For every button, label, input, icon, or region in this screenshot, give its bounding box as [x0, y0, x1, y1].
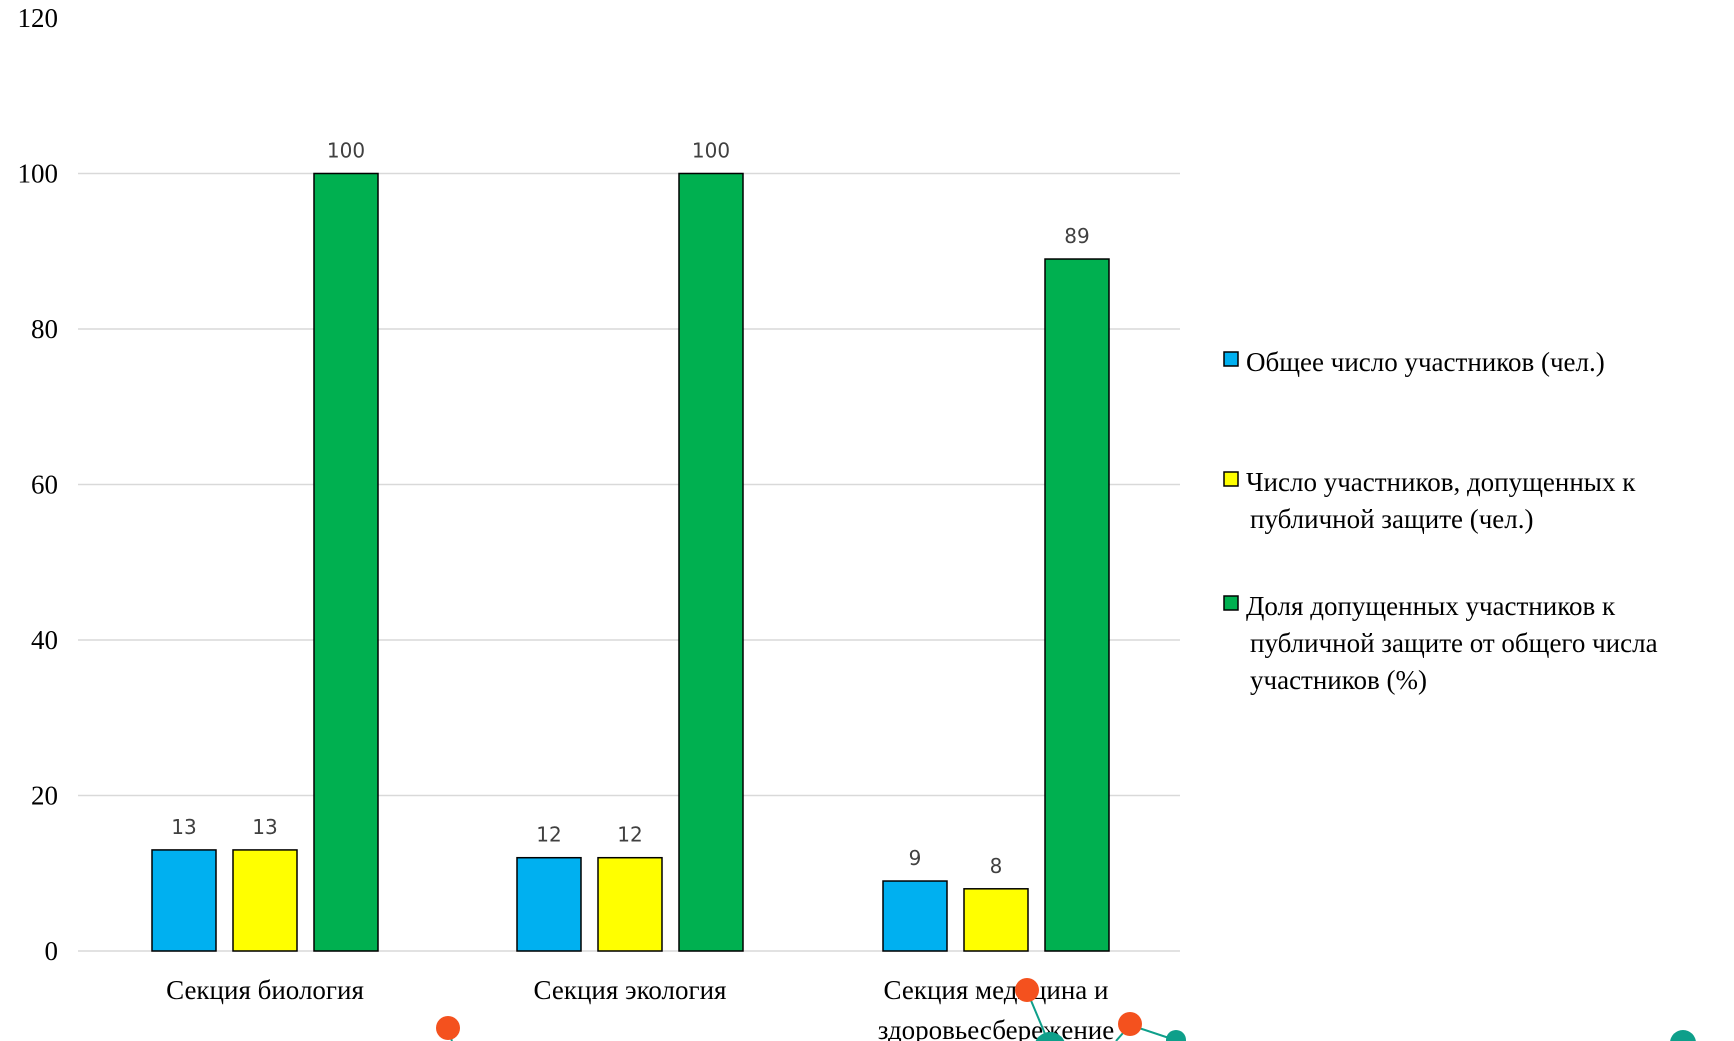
legend-swatch-1: [1223, 351, 1239, 367]
y-tick-label: 60: [31, 470, 58, 500]
data-label: 12: [536, 823, 561, 847]
teal-dot: [1670, 1030, 1696, 1041]
legend-label: Общее число участников (чел.): [1246, 347, 1605, 377]
y-tick-label: 0: [45, 936, 59, 966]
red-dot: [1015, 978, 1039, 1002]
bar-series2-cat1: [232, 849, 298, 952]
y-tick-label: 120: [18, 3, 59, 33]
legend: Общее число участников (чел.) Число участ…: [1223, 347, 1658, 695]
legend-swatch-3: [1223, 595, 1239, 611]
y-axis-ticks: 0 20 40 60 80 100 120: [18, 3, 59, 966]
bar-series3-cat3: [1044, 258, 1110, 952]
legend-swatch-2: [1223, 471, 1239, 487]
category-label: здоровьесбережение: [878, 1015, 1114, 1041]
bar-series2-cat2: [597, 856, 663, 952]
decorations: [436, 978, 1696, 1041]
legend-label: Доля допущенных участников к: [1246, 591, 1616, 621]
bar-series2-cat3: [963, 888, 1029, 952]
y-tick-label: 40: [31, 625, 58, 655]
x-axis-categories: Секция биология Секция экология Секция мед…: [166, 975, 1114, 1041]
y-tick-label: 100: [18, 159, 59, 189]
data-label: 13: [252, 815, 277, 839]
bar-series3-cat2: [678, 172, 744, 952]
bar-series1-cat3: [882, 880, 948, 952]
teal-dot: [1166, 1030, 1186, 1041]
legend-label: публичной защите (чел.): [1250, 504, 1534, 534]
y-tick-label: 20: [31, 781, 58, 811]
bars: [151, 172, 1110, 952]
bar-series1-cat1: [151, 849, 217, 952]
bar-series1-cat2: [516, 856, 582, 952]
data-label: 12: [617, 823, 642, 847]
data-label: 100: [692, 139, 730, 163]
y-tick-label: 80: [31, 314, 58, 344]
data-labels: 13 13 100 12 12 100 9 8 89: [171, 139, 1089, 878]
category-label: Секция медицина и: [884, 975, 1109, 1005]
red-dot: [1118, 1012, 1142, 1036]
bar-series3-cat1: [313, 172, 379, 952]
data-label: 100: [327, 139, 365, 163]
red-dot: [436, 1016, 460, 1040]
category-label: Секция биология: [166, 975, 364, 1005]
teal-dot: [1035, 1032, 1065, 1041]
data-label: 9: [909, 846, 922, 870]
legend-label: участников (%): [1250, 665, 1427, 695]
data-label: 89: [1064, 224, 1089, 248]
legend-label: публичной защите от общего числа: [1250, 628, 1658, 658]
category-label: Секция экология: [534, 975, 727, 1005]
data-label: 13: [171, 815, 196, 839]
data-label: 8: [990, 854, 1003, 878]
legend-label: Число участников, допущенных к: [1246, 467, 1636, 497]
